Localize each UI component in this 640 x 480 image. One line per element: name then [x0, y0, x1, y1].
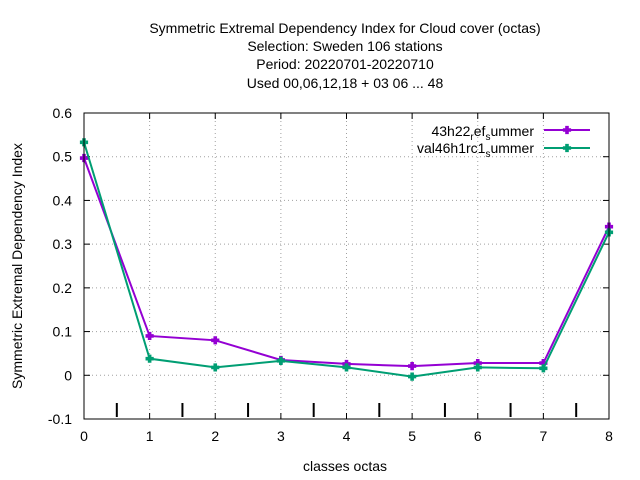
series-2-point: [408, 372, 417, 381]
x-tick-label: 4: [343, 428, 351, 444]
x-axis-label: classes octas: [303, 458, 387, 474]
legend-1-end: ummer: [490, 123, 534, 139]
class-boundary-marks: [115, 403, 578, 417]
x-tick-label: 3: [277, 428, 285, 444]
legend: 43h22refsummer val46h1rc1summer: [417, 123, 590, 160]
series-layer: [79, 138, 614, 381]
x-tick-label: 2: [211, 428, 219, 444]
x-tick-label: 6: [474, 428, 482, 444]
y-tick-label: 0.5: [53, 149, 73, 165]
plot-frame: [83, 112, 610, 420]
title-line-4: Used 00,06,12,18 + 03 06 ... 48: [247, 75, 444, 91]
legend-1-sub1: r: [470, 132, 474, 143]
legend-marker-1: [562, 125, 572, 135]
series-2: [79, 138, 614, 381]
y-tick-labels: -0.1 0 0.1 0.2 0.3 0.4 0.5 0.6: [48, 105, 72, 427]
series-2-point: [473, 363, 482, 372]
legend-2-end: ummer: [490, 140, 534, 156]
title-line-2: Selection: Sweden 106 stations: [247, 38, 442, 54]
y-tick-label: 0.6: [53, 105, 73, 121]
legend-marker-2: [562, 143, 572, 153]
series-1-point: [211, 336, 220, 345]
x-tick-label: 7: [539, 428, 547, 444]
y-tick-label: 0.4: [53, 192, 73, 208]
series-2-point: [145, 354, 154, 363]
x-tick-labels: 0 1 2 3 4 5 6 7 8: [80, 428, 613, 444]
legend-label-1: 43h22refsummer: [431, 123, 534, 143]
grid: [83, 112, 610, 420]
series-2-point: [539, 364, 548, 373]
y-tick-label: 0.3: [53, 236, 73, 252]
x-tick-label: 0: [80, 428, 88, 444]
series-2-point: [211, 363, 220, 372]
series-2-point: [342, 363, 351, 372]
legend-1-main: 43h22: [431, 123, 470, 139]
legend-2-sub2: s: [485, 149, 490, 160]
legend-label-2: val46h1rc1summer: [417, 140, 534, 160]
series-1-point: [145, 331, 154, 341]
x-tick-label: 8: [605, 428, 613, 444]
y-tick-label: 0.2: [53, 280, 73, 296]
legend-1-sub2: s: [485, 132, 490, 143]
y-axis-label: Symmetric Extremal Dependency Index: [9, 143, 25, 389]
title-line-1: Symmetric Extremal Dependency Index for …: [149, 20, 540, 36]
y-tick-label: 0.1: [53, 324, 73, 340]
series-2-point: [276, 356, 285, 365]
legend-1-mid: ef: [474, 123, 486, 139]
y-tick-label: 0: [64, 367, 72, 383]
y-tick-label: -0.1: [48, 411, 72, 427]
x-tick-label: 5: [408, 428, 416, 444]
title-line-3: Period: 20220701-20220710: [256, 56, 434, 72]
chart-title: Symmetric Extremal Dependency Index for …: [149, 20, 540, 91]
legend-2-main: val46h1rc1: [417, 140, 486, 156]
x-tick-label: 1: [146, 428, 154, 444]
series-1-point: [408, 362, 417, 371]
